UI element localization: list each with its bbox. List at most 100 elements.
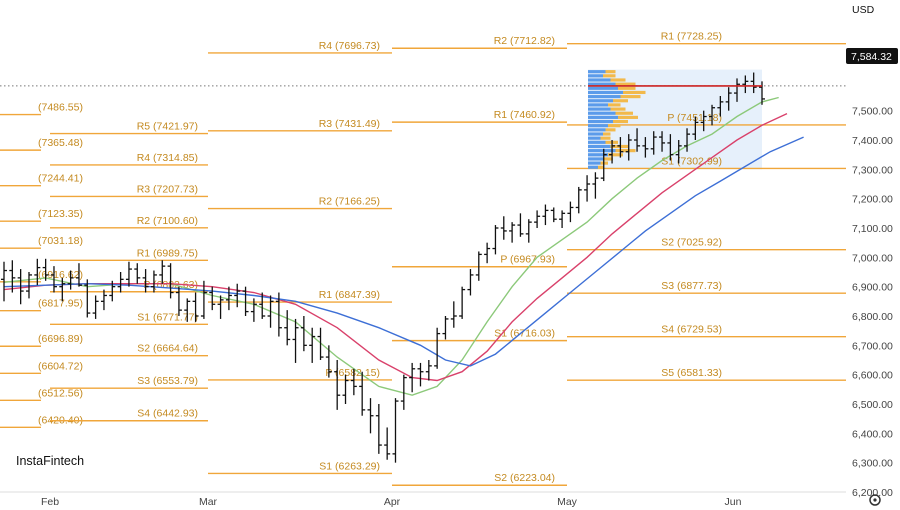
price-axis-tick: 6,600.00: [852, 370, 893, 382]
volume-profile-row: [588, 136, 601, 140]
pivot-level-label: R1 (7460.92): [494, 109, 555, 121]
pivot-level-label: R5 (7421.97): [137, 121, 198, 133]
pivot-level-label: P (6967.93): [500, 254, 555, 266]
volume-profile-row-extra: [615, 82, 636, 86]
pivot-level-label: S1 (6263.29): [319, 460, 380, 472]
moving-average-ma_fast: [3, 96, 779, 396]
volume-profile-row: [588, 95, 621, 99]
settings-button[interactable]: [869, 494, 881, 506]
pivot-level-label: S3 (6877.73): [661, 280, 722, 292]
volume-profile-row: [588, 86, 618, 90]
volume-profile-row: [588, 111, 616, 115]
price-axis-tick: 6,500.00: [852, 399, 893, 411]
gear-icon-hub: [873, 498, 877, 502]
volume-profile-row-extra: [608, 153, 623, 157]
price-axis[interactable]: 6,200.00 6,300.00 6,400.00 6,500.00 6,600.00…: [852, 47, 893, 499]
volume-profile-row-extra: [608, 124, 621, 128]
price-axis-tick: 7,100.00: [852, 223, 893, 235]
pivot-level-label: (7365.48): [38, 137, 83, 149]
volume-profile-row: [588, 90, 623, 95]
pivot-level-label: (7031.18): [38, 235, 83, 247]
volume-profile-row-extra: [598, 165, 604, 169]
volume-profile-row: [588, 74, 603, 78]
volume-profile-row-extra: [613, 119, 628, 124]
pivot-level-label: R3 (7207.73): [137, 183, 198, 195]
price-tag-label: 7,584.32: [851, 51, 892, 63]
pivot-level-label: P (7451.18): [667, 112, 722, 124]
moving-average-ma_mid: [3, 112, 788, 382]
pivot-level-label: R2 (7712.82): [494, 35, 555, 47]
volume-profile-row-extra: [618, 86, 636, 90]
price-axis-tick: 7,300.00: [852, 164, 893, 176]
pivot-level-label: S1 (6771.77): [137, 311, 198, 323]
volume-profile-row-extra: [610, 107, 626, 111]
pivot-level-label: R3 (7431.49): [319, 118, 380, 130]
time-axis[interactable]: Feb Mar Apr May Jun: [0, 491, 846, 508]
price-axis-tick: 6,400.00: [852, 428, 893, 440]
volume-profile-row-extra: [603, 157, 613, 161]
volume-profile-row: [588, 140, 606, 144]
currency-label[interactable]: USD: [852, 4, 875, 16]
pivot-level-label: S1 (6716.03): [494, 328, 555, 340]
volume-profile-row: [588, 149, 616, 153]
volume-profile-row: [588, 161, 601, 165]
price-axis-tick: 6,300.00: [852, 458, 893, 470]
pivot-level-label: S4 (6729.53): [661, 324, 722, 336]
pivot-level-label: R4 (7696.73): [319, 40, 380, 52]
pivot-level-label: S5 (6581.33): [661, 367, 722, 379]
pivot-level-label: P (6582.15): [325, 367, 380, 379]
volume-profile-row: [588, 124, 608, 128]
price-axis-tick: 7,400.00: [852, 135, 893, 147]
price-axis-tick: 6,200.00: [852, 487, 893, 499]
volume-profile-row: [588, 99, 613, 103]
volume-profile-row: [588, 115, 618, 119]
price-axis-tick: 6,900.00: [852, 282, 893, 294]
price-axis-tick: 6,800.00: [852, 311, 893, 323]
volume-profile-row-extra: [605, 128, 616, 132]
volume-profile-row-extra: [615, 111, 633, 115]
pivot-levels: (7486.55) (7365.48) (7244.41) (7123.35) (703…: [0, 31, 846, 486]
gear-icon[interactable]: [869, 494, 881, 506]
time-axis-tick: Apr: [384, 496, 401, 508]
volume-profile-row: [588, 119, 613, 124]
pivot-level-label: (6512.56): [38, 387, 83, 399]
volume-profile-row: [588, 82, 616, 86]
pivot-level-label: (7123.35): [38, 208, 83, 220]
volume-profile-row: [588, 165, 598, 169]
volume-profile-row-extra: [605, 70, 616, 74]
volume-profile-row-extra: [610, 78, 626, 82]
pivot-level-label: R4 (7314.85): [137, 152, 198, 164]
volume-profile-row: [588, 132, 603, 136]
volume-profile-row: [588, 153, 608, 157]
brand-watermark: InstaFintech: [16, 454, 84, 468]
pivot-level-label: S2 (6664.64): [137, 343, 198, 355]
volume-profile-row: [588, 157, 603, 161]
price-tag-background: [846, 48, 898, 64]
pivot-level-label: R1 (6989.75): [137, 247, 198, 259]
pivot-level-label: R2 (7166.25): [319, 196, 380, 208]
time-axis-tick: May: [557, 496, 578, 508]
price-axis-tick: 7,000.00: [852, 252, 893, 264]
moving-average-ma_slow: [3, 136, 804, 367]
pivot-level-label: S1 (7302.99): [661, 155, 722, 167]
volume-profile-row-extra: [603, 132, 611, 136]
pivot-level-label: S3 (6553.79): [137, 375, 198, 387]
moving-averages: [3, 96, 804, 396]
price-axis-tick: 7,200.00: [852, 194, 893, 206]
time-axis-tick: Jun: [725, 496, 742, 508]
volume-profile-row-extra: [613, 99, 628, 103]
pivot-level-label: R1 (6847.39): [319, 289, 380, 301]
pivot-level-label: S4 (6442.93): [137, 408, 198, 420]
price-tag: 7,584.32: [846, 48, 898, 64]
pivot-level-label: (7244.41): [38, 173, 83, 185]
price-axis-tick: 6,700.00: [852, 340, 893, 352]
pivot-level-label: (7486.55): [38, 102, 83, 114]
volume-profile-row-extra: [618, 115, 638, 119]
volume-profile-row: [588, 78, 611, 82]
volume-profile-row-extra: [615, 149, 636, 153]
volume-profile-row: [588, 128, 606, 132]
volume-profile-row-extra: [603, 74, 616, 78]
pivot-level-label: (6696.89): [38, 333, 83, 345]
